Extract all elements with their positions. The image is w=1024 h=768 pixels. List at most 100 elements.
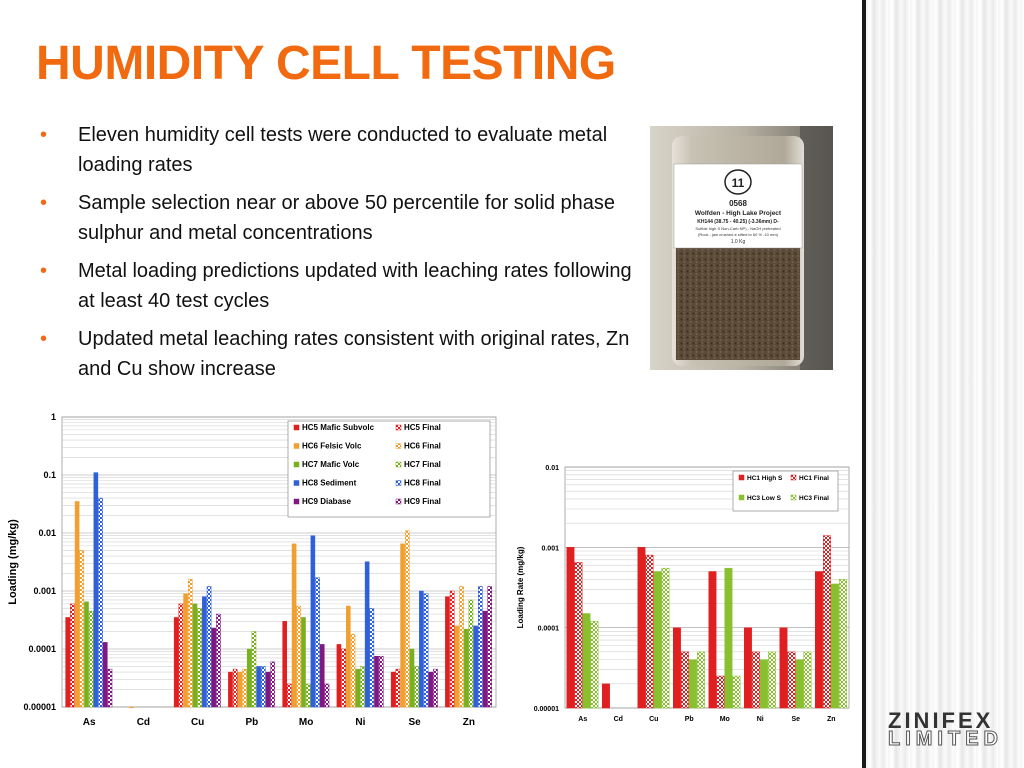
x-tick-label: Ni: [757, 716, 764, 723]
x-tick-label: Zn: [827, 716, 836, 723]
legend-swatch: [293, 480, 300, 486]
x-tick-label: Zn: [463, 717, 475, 728]
bar-mo-3: [732, 675, 741, 709]
bar-cu-7: [206, 586, 212, 708]
jar-label-code: 0568: [729, 199, 747, 208]
legend-swatch: [395, 480, 402, 486]
bar-mo-6: [310, 535, 316, 708]
decor-stripes: [866, 0, 1024, 768]
bar-zn-2: [454, 625, 460, 708]
bar-zn-5: [468, 599, 474, 708]
bar-zn-8: [482, 610, 488, 708]
legend-swatch: [395, 498, 402, 505]
legend-label: HC3 Final: [799, 495, 829, 502]
bullet-text: Metal loading predictions updated with l…: [78, 260, 632, 312]
jar-label-note1: Sulfide high S Non-Carb NP) - NaOH pretr…: [695, 226, 780, 231]
y-tick-label: 0.00001: [23, 702, 56, 712]
legend-swatch: [790, 494, 797, 501]
bar-zn-9: [487, 586, 493, 708]
bar-ni-1: [752, 651, 760, 709]
bullet-text: Eleven humidity cell tests were conducte…: [78, 124, 608, 176]
bar-cu-0: [173, 617, 179, 708]
bar-as-0: [65, 617, 70, 708]
legend-label: HC8 Sediment: [302, 479, 357, 488]
bar-mo-1: [287, 683, 292, 708]
bar-as-1: [70, 603, 75, 708]
legend-label: HC1 Final: [799, 475, 829, 482]
bar-mo-2: [291, 543, 297, 708]
bar-se-2: [795, 659, 804, 709]
y-tick-label: 0.0001: [28, 644, 56, 654]
jar-label-sample: KH144 (38.75 - 40.25) (-3.36mm) D-: [697, 219, 779, 225]
bar-as-5: [88, 610, 94, 708]
bar-as-3: [79, 550, 85, 708]
legend-swatch: [395, 443, 402, 449]
logo-text-line1: ZINIFEX: [888, 708, 994, 733]
bar-mo-8: [319, 644, 325, 708]
y-tick-label: 1: [51, 412, 56, 422]
legend-label: HC6 Felsic Volc: [302, 442, 362, 451]
bar-mo-1: [716, 675, 725, 709]
legend-label: HC1 High S: [747, 475, 783, 482]
loading-rate-chart: 0.00001 0.0001 0.001 0.01 Loading Rate (mg/k…: [516, 465, 850, 723]
y-tick-label: 0.001: [33, 586, 56, 596]
legend-swatch: [293, 443, 300, 449]
x-tick-label: Pb: [245, 717, 258, 728]
legend-label: HC3 Low S: [747, 495, 782, 502]
jar-label-note2: (Rock - jaw crushed ≠ sifted to 60 % -10…: [698, 232, 779, 237]
legend-label: HC5 Final: [404, 423, 441, 432]
legend: [287, 420, 491, 518]
bar-pb-2: [689, 659, 697, 709]
y-tick-label: 0.0001: [538, 626, 560, 633]
y-tick-label: 0.00001: [534, 706, 559, 713]
bar-as-2: [582, 613, 591, 709]
bar-zn-1: [449, 590, 455, 708]
bar-zn-7: [478, 586, 483, 708]
y-tick-label: 0.1: [43, 470, 56, 480]
jar-label-project: Wolfden - High Lake Project: [695, 210, 782, 217]
bar-pb-7: [261, 666, 266, 708]
bar-pb-9: [270, 661, 276, 708]
logo-text-line2: LIMITED: [888, 728, 1003, 751]
bar-mo-3: [296, 605, 302, 708]
bullet-item: • Updated metal leaching rates consistent…: [40, 324, 640, 384]
legend: [732, 470, 839, 512]
bar-cu-2: [183, 593, 188, 708]
bar-ni-6: [364, 561, 370, 708]
bar-zn-3: [459, 586, 464, 708]
bar-se-7: [423, 593, 429, 708]
bar-pb-0: [673, 627, 681, 709]
bar-cu-1: [178, 603, 184, 708]
x-tick-label: Pb: [685, 716, 694, 723]
bar-ni-3: [768, 651, 776, 709]
bar-as-7: [98, 497, 103, 708]
bar-zn-0: [815, 571, 823, 709]
jar-label-weight: 1.0 Kg: [731, 239, 746, 245]
bar-cu-4: [192, 603, 198, 708]
x-tick-label: Cu: [649, 716, 658, 723]
y-axis-label: Loading Rate (mg/kg): [516, 546, 525, 628]
bar-cu-3: [187, 578, 193, 708]
bar-ni-7: [369, 608, 375, 708]
bar-cd-2: [129, 706, 134, 709]
bar-mo-0: [708, 571, 717, 709]
bar-pb-1: [232, 668, 238, 708]
bar-cu-9: [216, 613, 221, 708]
bar-se-0: [390, 671, 396, 708]
bar-se-2: [400, 543, 405, 708]
bar-cu-5: [197, 608, 202, 708]
jar-label-number: 11: [732, 176, 745, 190]
bullet-marker: •: [40, 260, 48, 282]
bar-ni-3: [350, 633, 356, 708]
bar-cu-2: [653, 571, 662, 709]
legend-swatch: [293, 498, 300, 505]
bar-cu-8: [211, 627, 217, 708]
legend-swatch: [790, 474, 797, 481]
x-tick-label: As: [83, 717, 96, 728]
bar-as-8: [102, 642, 108, 708]
bar-se-8: [428, 671, 434, 708]
bar-se-3: [404, 530, 410, 708]
bar-ni-4: [355, 668, 361, 708]
bar-as-9: [107, 668, 113, 708]
bar-se-0: [779, 627, 788, 709]
